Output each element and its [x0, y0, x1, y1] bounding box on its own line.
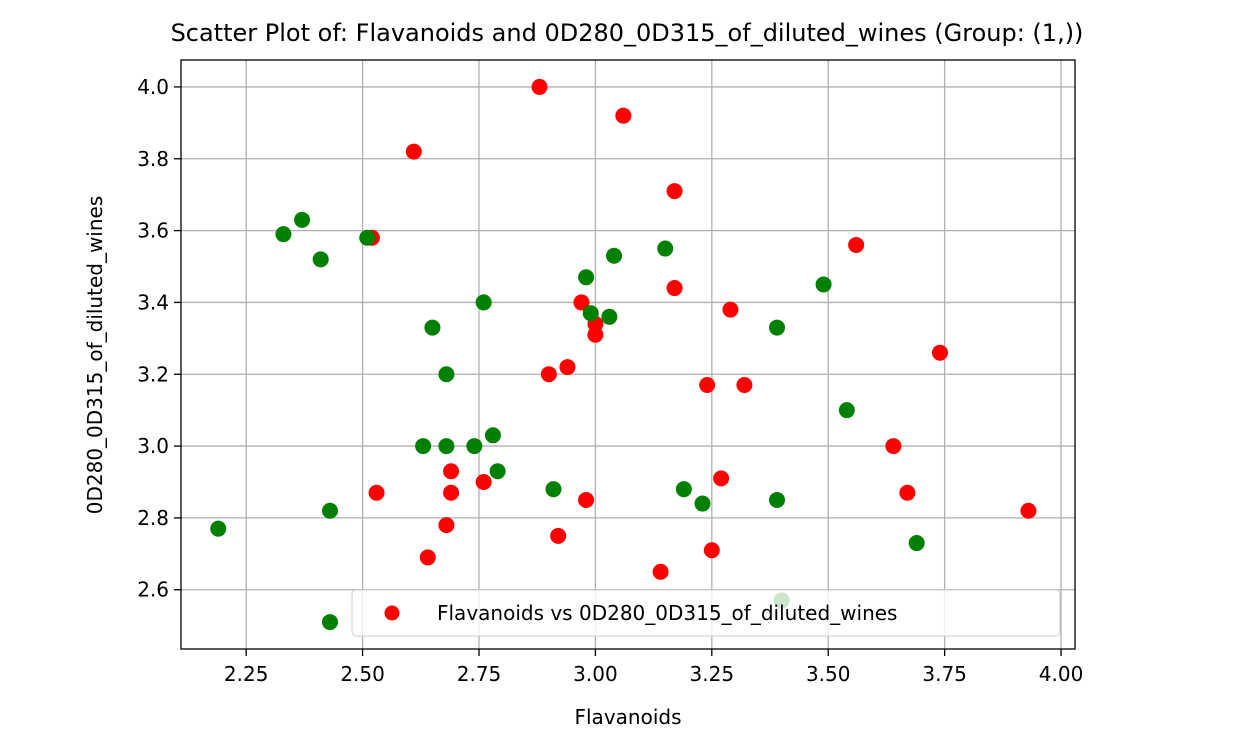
- red-data-point: [703, 542, 720, 559]
- x-tick-label: 2.50: [340, 662, 385, 686]
- red-data-point: [666, 280, 683, 297]
- green-data-point: [601, 308, 618, 325]
- red-data-point: [587, 326, 604, 343]
- red-data-point: [573, 294, 590, 311]
- red-data-point: [438, 517, 455, 534]
- green-data-point: [694, 495, 711, 512]
- x-tick-label: 3.50: [806, 662, 851, 686]
- red-data-point: [540, 366, 557, 383]
- green-data-point: [606, 247, 623, 264]
- green-data-point: [466, 438, 483, 455]
- legend-marker: [384, 605, 400, 621]
- green-data-point: [838, 402, 855, 419]
- green-data-point: [475, 294, 492, 311]
- red-data-point: [1020, 502, 1037, 519]
- legend-label: Flavanoids vs 0D280_0D315_of_diluted_win…: [437, 601, 897, 625]
- green-data-point: [489, 463, 506, 480]
- red-data-point: [848, 236, 865, 253]
- red-data-point: [885, 438, 902, 455]
- x-axis-label: Flavanoids: [575, 705, 682, 729]
- red-data-point: [443, 484, 460, 501]
- green-data-point: [769, 319, 785, 336]
- red-data-point: [475, 473, 492, 490]
- x-tick-label: 3.00: [573, 662, 618, 686]
- red-data-point: [615, 107, 632, 124]
- red-data-point: [931, 344, 948, 361]
- y-tick-label: 3.0: [137, 434, 169, 458]
- red-data-point: [699, 377, 716, 394]
- legend-box: [351, 589, 1061, 637]
- y-tick-label: 4.0: [137, 75, 169, 99]
- green-data-point: [322, 614, 338, 631]
- red-data-point: [443, 463, 460, 480]
- x-tick-label: 3.25: [690, 662, 735, 686]
- red-data-point: [666, 183, 683, 200]
- red-data-point: [405, 143, 422, 160]
- green-data-point: [484, 427, 501, 444]
- x-tick-label: 4.00: [1039, 662, 1084, 686]
- red-data-point: [652, 563, 669, 580]
- data-points: [210, 78, 1037, 631]
- x-tick-label: 2.75: [457, 662, 502, 686]
- green-data-point: [438, 438, 455, 455]
- green-data-point: [424, 319, 441, 336]
- red-data-point: [722, 301, 739, 318]
- y-tick-label: 3.2: [137, 362, 169, 386]
- red-data-point: [419, 549, 436, 566]
- green-data-point: [275, 226, 292, 243]
- red-data-point: [736, 377, 753, 394]
- green-data-point: [582, 305, 599, 322]
- green-data-point: [312, 251, 329, 268]
- grid: [181, 60, 1075, 649]
- y-tick-label: 3.4: [137, 290, 169, 314]
- y-tick-label: 3.8: [137, 147, 169, 171]
- y-axis-ticks: 2.6 2.8 3.0 3.2 3.4 3.6 3.8 4.0: [137, 75, 181, 602]
- green-data-point: [578, 269, 595, 286]
- red-data-point: [550, 527, 567, 544]
- green-data-point: [210, 520, 227, 537]
- green-data-point: [908, 535, 925, 552]
- green-data-point: [438, 366, 455, 383]
- x-tick-label: 2.25: [224, 662, 269, 686]
- x-tick-label: 3.75: [922, 662, 967, 686]
- green-data-point: [359, 229, 376, 246]
- red-data-point: [559, 359, 576, 376]
- red-data-point: [713, 470, 730, 487]
- green-data-point: [815, 276, 832, 293]
- red-data-point: [368, 484, 385, 501]
- y-tick-label: 2.8: [137, 506, 169, 530]
- red-data-point: [578, 491, 595, 508]
- green-data-point: [675, 481, 692, 498]
- green-data-point: [322, 502, 338, 519]
- green-data-point: [294, 211, 311, 228]
- chart-title: Scatter Plot of: Flavanoids and 0D280_0D…: [171, 19, 1084, 47]
- green-data-point: [769, 491, 785, 508]
- y-tick-label: 3.6: [137, 219, 169, 243]
- red-data-point: [899, 484, 916, 501]
- green-data-point: [657, 240, 674, 257]
- x-axis-ticks: 2.25 2.50 2.75 3.00 3.25 3.50 3.75 4.00: [224, 649, 1083, 686]
- plot-area-frame: [180, 59, 1076, 650]
- y-axis-label: 0D280_0D315_of_diluted_wines: [83, 196, 107, 515]
- legend: Flavanoids vs 0D280_0D315_of_diluted_win…: [351, 589, 1061, 637]
- green-data-point: [545, 481, 562, 498]
- green-data-point: [415, 438, 432, 455]
- red-data-point: [531, 78, 548, 95]
- y-tick-label: 2.6: [137, 578, 169, 602]
